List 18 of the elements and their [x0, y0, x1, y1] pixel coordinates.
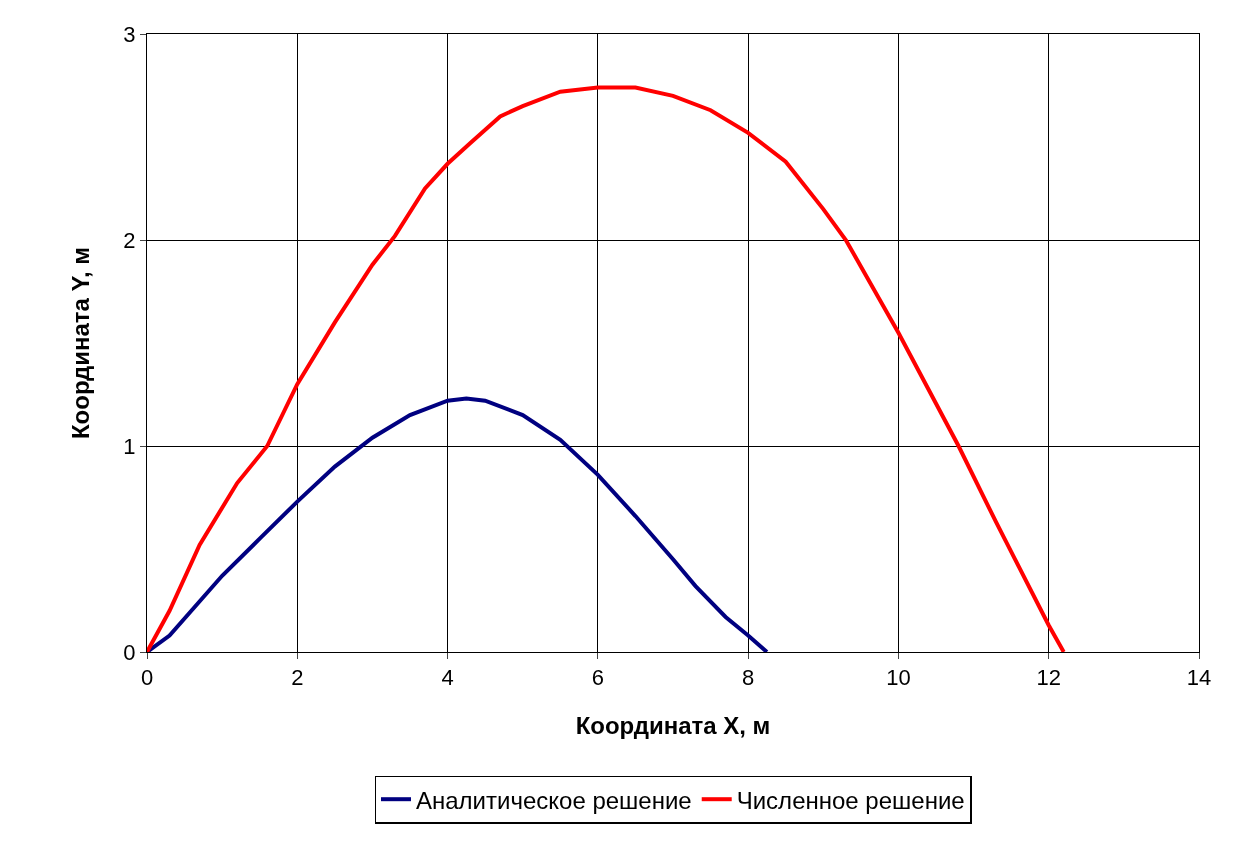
y-tick-label: 3 [123, 21, 136, 47]
line-series [147, 85, 1066, 652]
x-tick-label: 8 [742, 665, 755, 691]
y-tick-label: 1 [123, 433, 136, 459]
x-tick-label: 12 [1036, 665, 1061, 691]
y-tick-label: 2 [123, 227, 136, 253]
x-tick-label: 10 [886, 665, 911, 691]
y-axis-title: Координата Y, м [67, 246, 94, 440]
x-tick-label: 6 [591, 665, 604, 691]
legend-label: Численное решение [736, 786, 965, 814]
x-tick-label: 4 [441, 665, 454, 691]
x-tick-label: 0 [140, 665, 154, 691]
legend-label: Аналитическое решение [416, 786, 692, 814]
line-series [147, 396, 769, 652]
x-tick-label: 2 [291, 665, 304, 691]
y-tick-label: 0 [123, 639, 136, 665]
x-tick-label: 14 [1186, 665, 1212, 691]
x-axis-title: Координата X, м [575, 712, 771, 739]
